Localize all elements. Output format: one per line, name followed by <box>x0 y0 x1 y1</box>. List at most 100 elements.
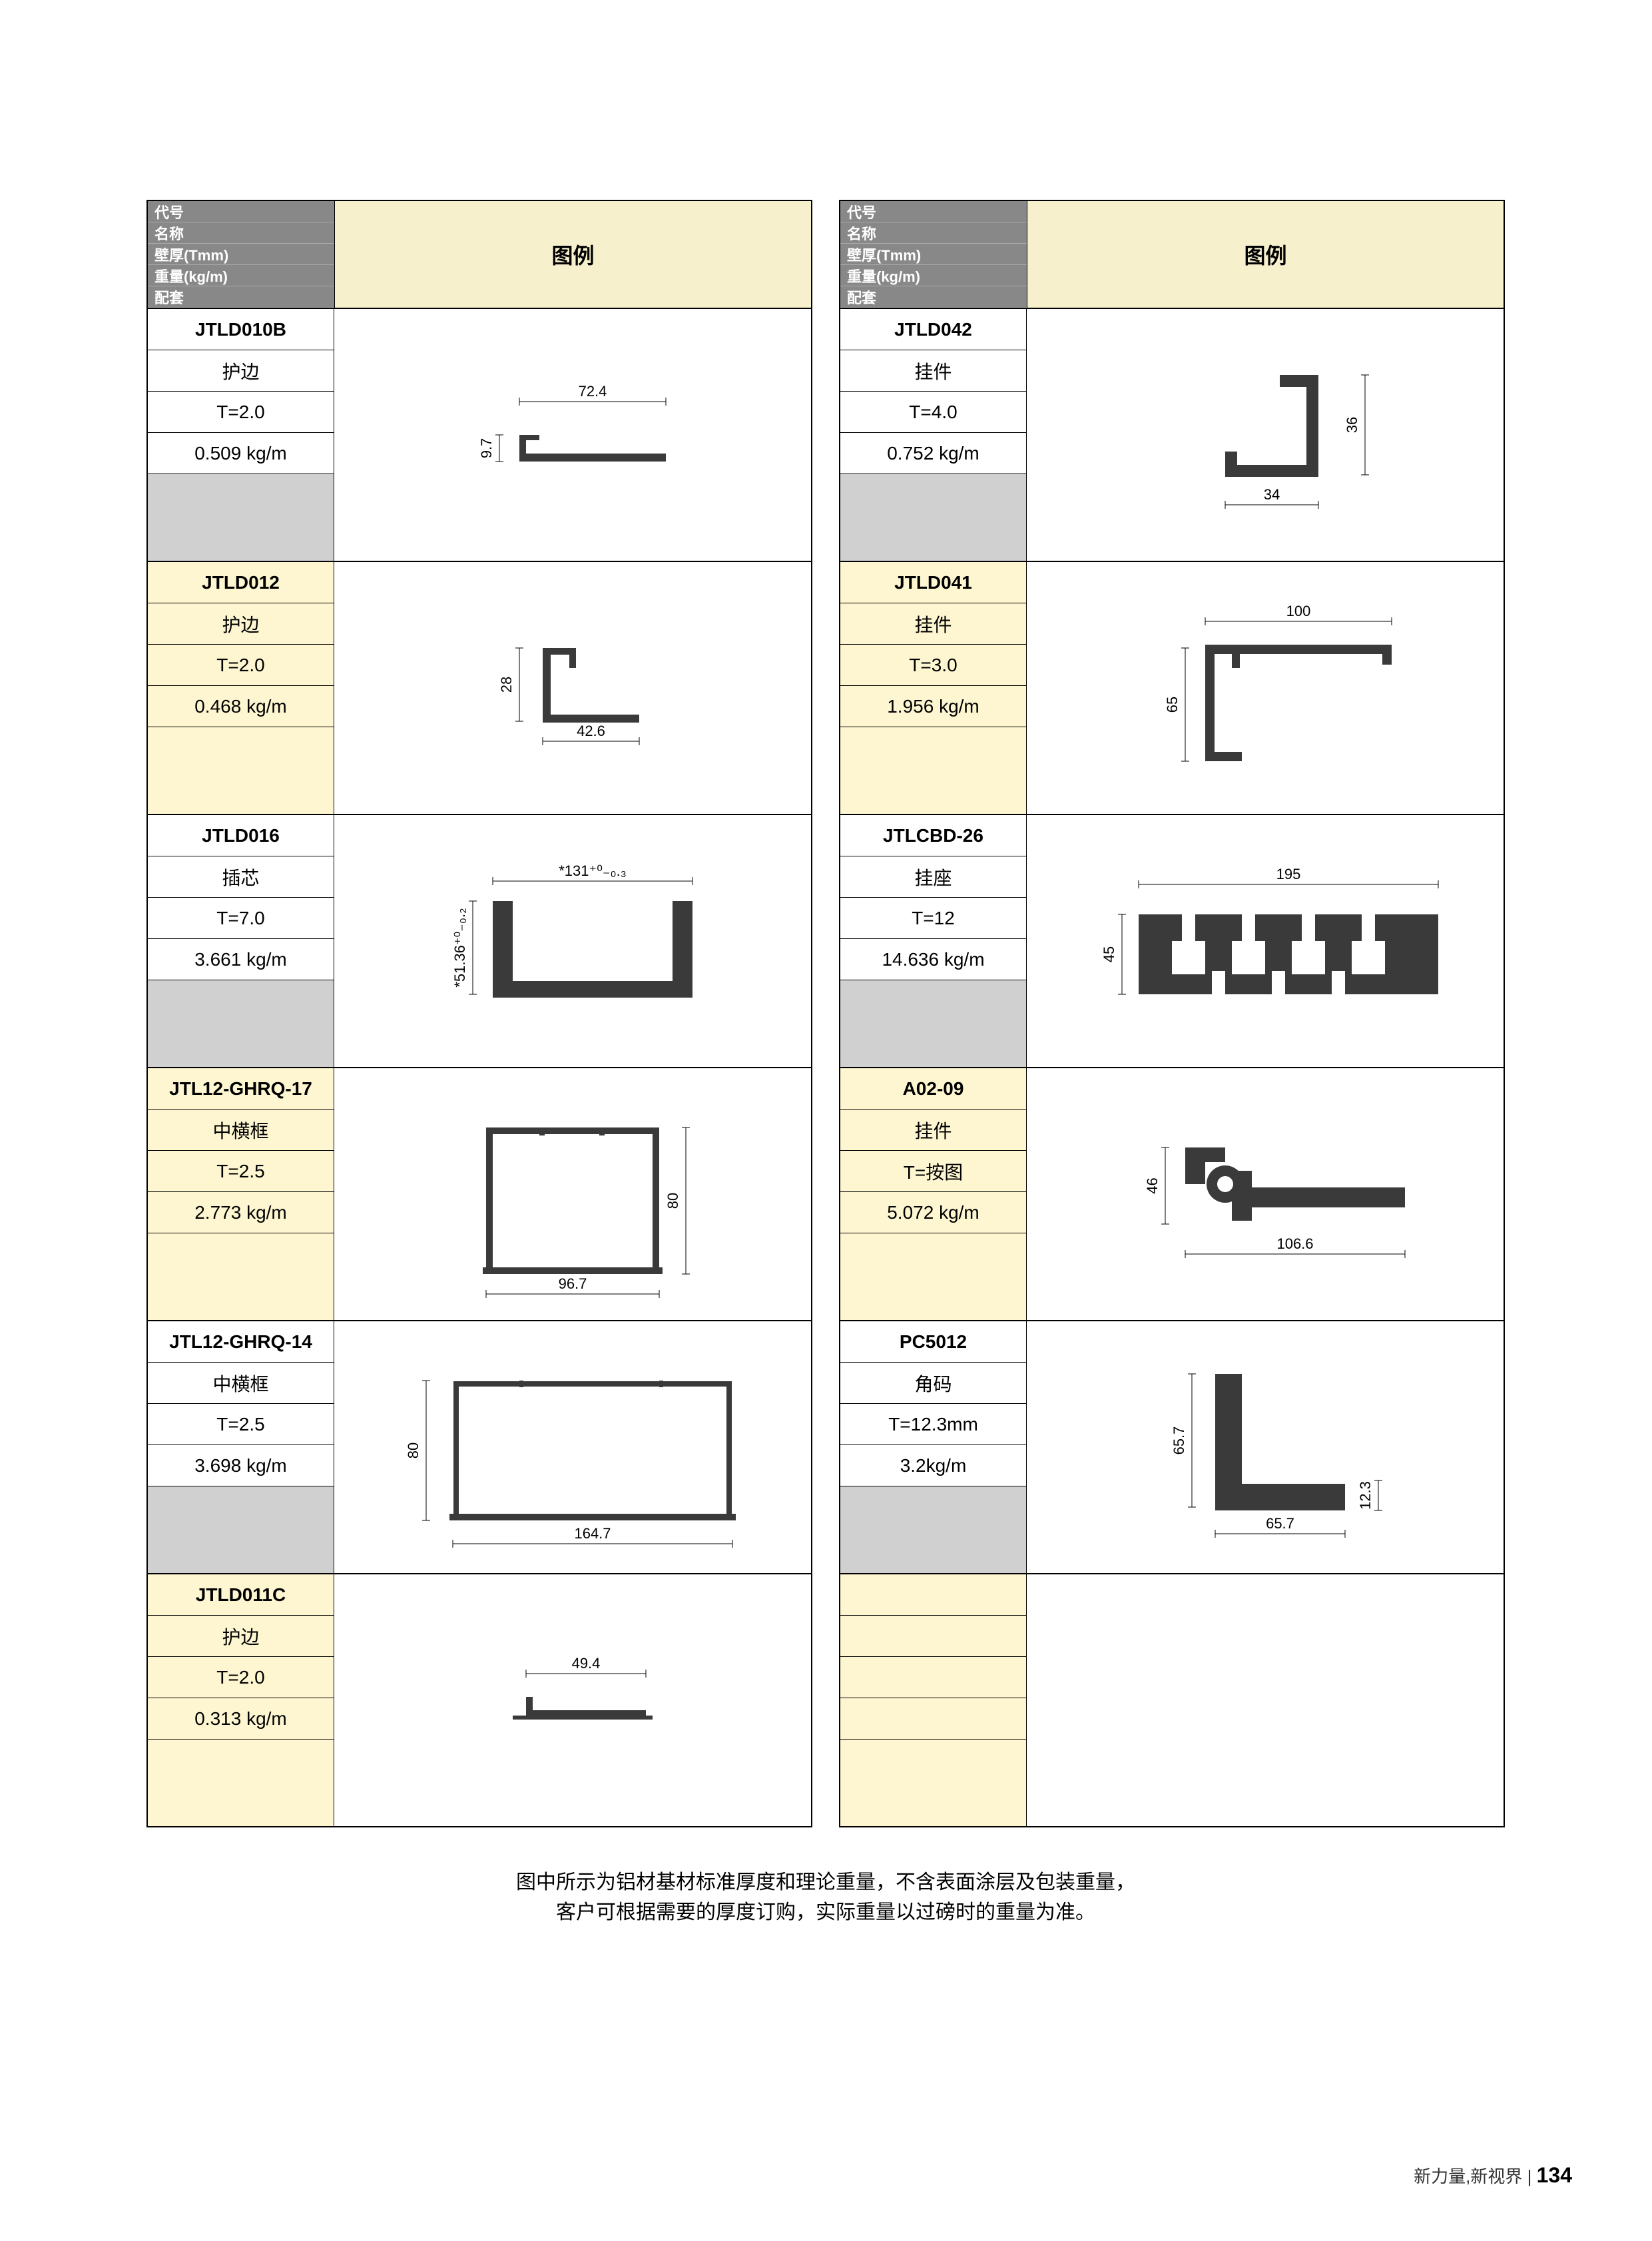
profile-diagram: 100 65 <box>1099 588 1432 788</box>
product-code: JTLD041 <box>840 562 1026 603</box>
product-thickness: T=2.0 <box>148 1657 334 1698</box>
header-label: 重量(kg/m) <box>840 265 1027 286</box>
product-code: JTLCBD-26 <box>840 815 1026 856</box>
product-weight: 3.698 kg/m <box>148 1445 334 1486</box>
product-diagram: 28 42.6 <box>334 562 811 814</box>
product-name: 护边 <box>148 1616 334 1657</box>
product-accessory <box>148 980 334 1067</box>
product-accessory <box>840 980 1026 1067</box>
product-name: 中横框 <box>148 1110 334 1151</box>
product-accessory <box>840 727 1026 814</box>
svg-text:80: 80 <box>665 1193 681 1209</box>
product-diagram: 65.7 65.7 12.3 <box>1027 1321 1504 1573</box>
page-number: 134 <box>1537 2163 1572 2187</box>
product-code <box>840 1574 1026 1616</box>
product-code: JTL12-GHRQ-17 <box>148 1068 334 1110</box>
profile-diagram: 49.4 <box>439 1634 706 1767</box>
product-row: JTLD012 护边 T=2.0 0.468 kg/m 28 42.6 <box>148 561 811 814</box>
svg-text:28: 28 <box>498 677 515 693</box>
header-label: 代号 <box>840 201 1027 222</box>
product-name: 挂件 <box>840 1110 1026 1151</box>
table-column: 代号名称壁厚(Tmm)重量(kg/m)配套 图例 JTLD010B 护边 T=2… <box>146 200 812 1827</box>
profile-diagram: 80 164.7 <box>366 1341 779 1554</box>
product-weight: 0.468 kg/m <box>148 686 334 727</box>
product-code: JTLD016 <box>148 815 334 856</box>
svg-text:72.4: 72.4 <box>579 383 607 400</box>
product-weight: 0.313 kg/m <box>148 1698 334 1740</box>
table-column: 代号名称壁厚(Tmm)重量(kg/m)配套 图例 JTLD042 挂件 T=4.… <box>839 200 1505 1827</box>
product-row: JTLD016 插芯 T=7.0 3.661 kg/m *131⁺⁰₋₀.₃ *… <box>148 814 811 1067</box>
profile-diagram: 80 96.7 <box>406 1088 739 1301</box>
product-thickness: T=2.5 <box>148 1151 334 1192</box>
product-diagram: 80 164.7 <box>334 1321 811 1573</box>
header-label: 壁厚(Tmm) <box>148 244 334 265</box>
header-label: 代号 <box>148 201 334 222</box>
product-code: JTL12-GHRQ-14 <box>148 1321 334 1363</box>
product-row: PC5012 角码 T=12.3mm 3.2kg/m 65.7 65.7 12.… <box>840 1320 1504 1573</box>
product-code: JTLD042 <box>840 309 1026 350</box>
product-name <box>840 1616 1026 1657</box>
product-accessory <box>840 1740 1026 1826</box>
product-weight: 0.752 kg/m <box>840 433 1026 474</box>
product-weight: 3.661 kg/m <box>148 939 334 980</box>
svg-text:100: 100 <box>1286 603 1311 619</box>
page-footer: 新力量,新视界 | 134 <box>1414 2163 1572 2188</box>
svg-text:96.7: 96.7 <box>559 1275 587 1292</box>
svg-text:*131⁺⁰₋₀.₃: *131⁺⁰₋₀.₃ <box>559 862 627 879</box>
header-label: 名称 <box>840 222 1027 244</box>
profile-diagram: 28 42.6 <box>439 601 706 775</box>
product-thickness: T=2.0 <box>148 645 334 686</box>
product-row: JTLD041 挂件 T=3.0 1.956 kg/m 100 65 <box>840 561 1504 814</box>
svg-text:12.3: 12.3 <box>1357 1481 1374 1510</box>
product-row: JTL12-GHRQ-17 中横框 T=2.5 2.773 kg/m 80 96… <box>148 1067 811 1320</box>
svg-text:49.4: 49.4 <box>572 1655 601 1672</box>
product-name: 挂件 <box>840 350 1026 392</box>
product-weight: 14.636 kg/m <box>840 939 1026 980</box>
footer-text: 新力量,新视界 <box>1414 2166 1522 2186</box>
product-thickness: T=按图 <box>840 1151 1026 1192</box>
product-thickness: T=12.3mm <box>840 1404 1026 1445</box>
product-thickness: T=3.0 <box>840 645 1026 686</box>
product-diagram <box>1027 1574 1504 1826</box>
product-row: A02-09 挂件 T=按图 5.072 kg/m 46 106.6 <box>840 1067 1504 1320</box>
product-thickness: T=4.0 <box>840 392 1026 433</box>
product-weight <box>840 1698 1026 1740</box>
product-weight: 0.509 kg/m <box>148 433 334 474</box>
product-name: 挂座 <box>840 856 1026 898</box>
product-thickness: T=2.0 <box>148 392 334 433</box>
svg-text:195: 195 <box>1276 866 1301 882</box>
product-name: 挂件 <box>840 603 1026 645</box>
header-label: 名称 <box>148 222 334 244</box>
diagram-header: 图例 <box>1027 201 1504 308</box>
product-row: JTLD011C 护边 T=2.0 0.313 kg/m 49.4 <box>148 1573 811 1826</box>
diagram-header: 图例 <box>334 201 811 308</box>
product-row: JTLCBD-26 挂座 T=12 14.636 kg/m 195 45 <box>840 814 1504 1067</box>
product-accessory <box>840 1233 1026 1320</box>
product-accessory <box>148 1740 334 1826</box>
table-header: 代号名称壁厚(Tmm)重量(kg/m)配套 图例 <box>148 201 811 308</box>
product-thickness: T=2.5 <box>148 1404 334 1445</box>
header-label: 配套 <box>148 286 334 308</box>
profile-diagram: 195 45 <box>1059 854 1472 1028</box>
profile-diagram: 72.4 9.7 <box>439 368 706 501</box>
product-code: JTLD011C <box>148 1574 334 1616</box>
product-row: JTLD010B 护边 T=2.0 0.509 kg/m 72.4 9.7 <box>148 308 811 561</box>
product-diagram: 195 45 <box>1027 815 1504 1067</box>
product-code: A02-09 <box>840 1068 1026 1110</box>
product-row <box>840 1573 1504 1826</box>
product-weight: 1.956 kg/m <box>840 686 1026 727</box>
svg-text:45: 45 <box>1101 946 1117 962</box>
product-name: 护边 <box>148 350 334 392</box>
product-name: 角码 <box>840 1363 1026 1404</box>
svg-text:65.7: 65.7 <box>1266 1515 1294 1532</box>
profile-diagram: 46 106.6 <box>1079 1108 1452 1281</box>
svg-text:42.6: 42.6 <box>577 723 605 739</box>
svg-text:80: 80 <box>405 1442 421 1458</box>
profile-diagram: 36 34 <box>1125 335 1405 535</box>
product-accessory <box>148 727 334 814</box>
product-row: JTL12-GHRQ-14 中横框 T=2.5 3.698 kg/m 80 16… <box>148 1320 811 1573</box>
product-row: JTLD042 挂件 T=4.0 0.752 kg/m 36 34 <box>840 308 1504 561</box>
svg-text:*51.36⁺⁰₋₀.₂: *51.36⁺⁰₋₀.₂ <box>451 908 468 987</box>
svg-text:36: 36 <box>1344 417 1360 433</box>
product-accessory <box>148 1233 334 1320</box>
